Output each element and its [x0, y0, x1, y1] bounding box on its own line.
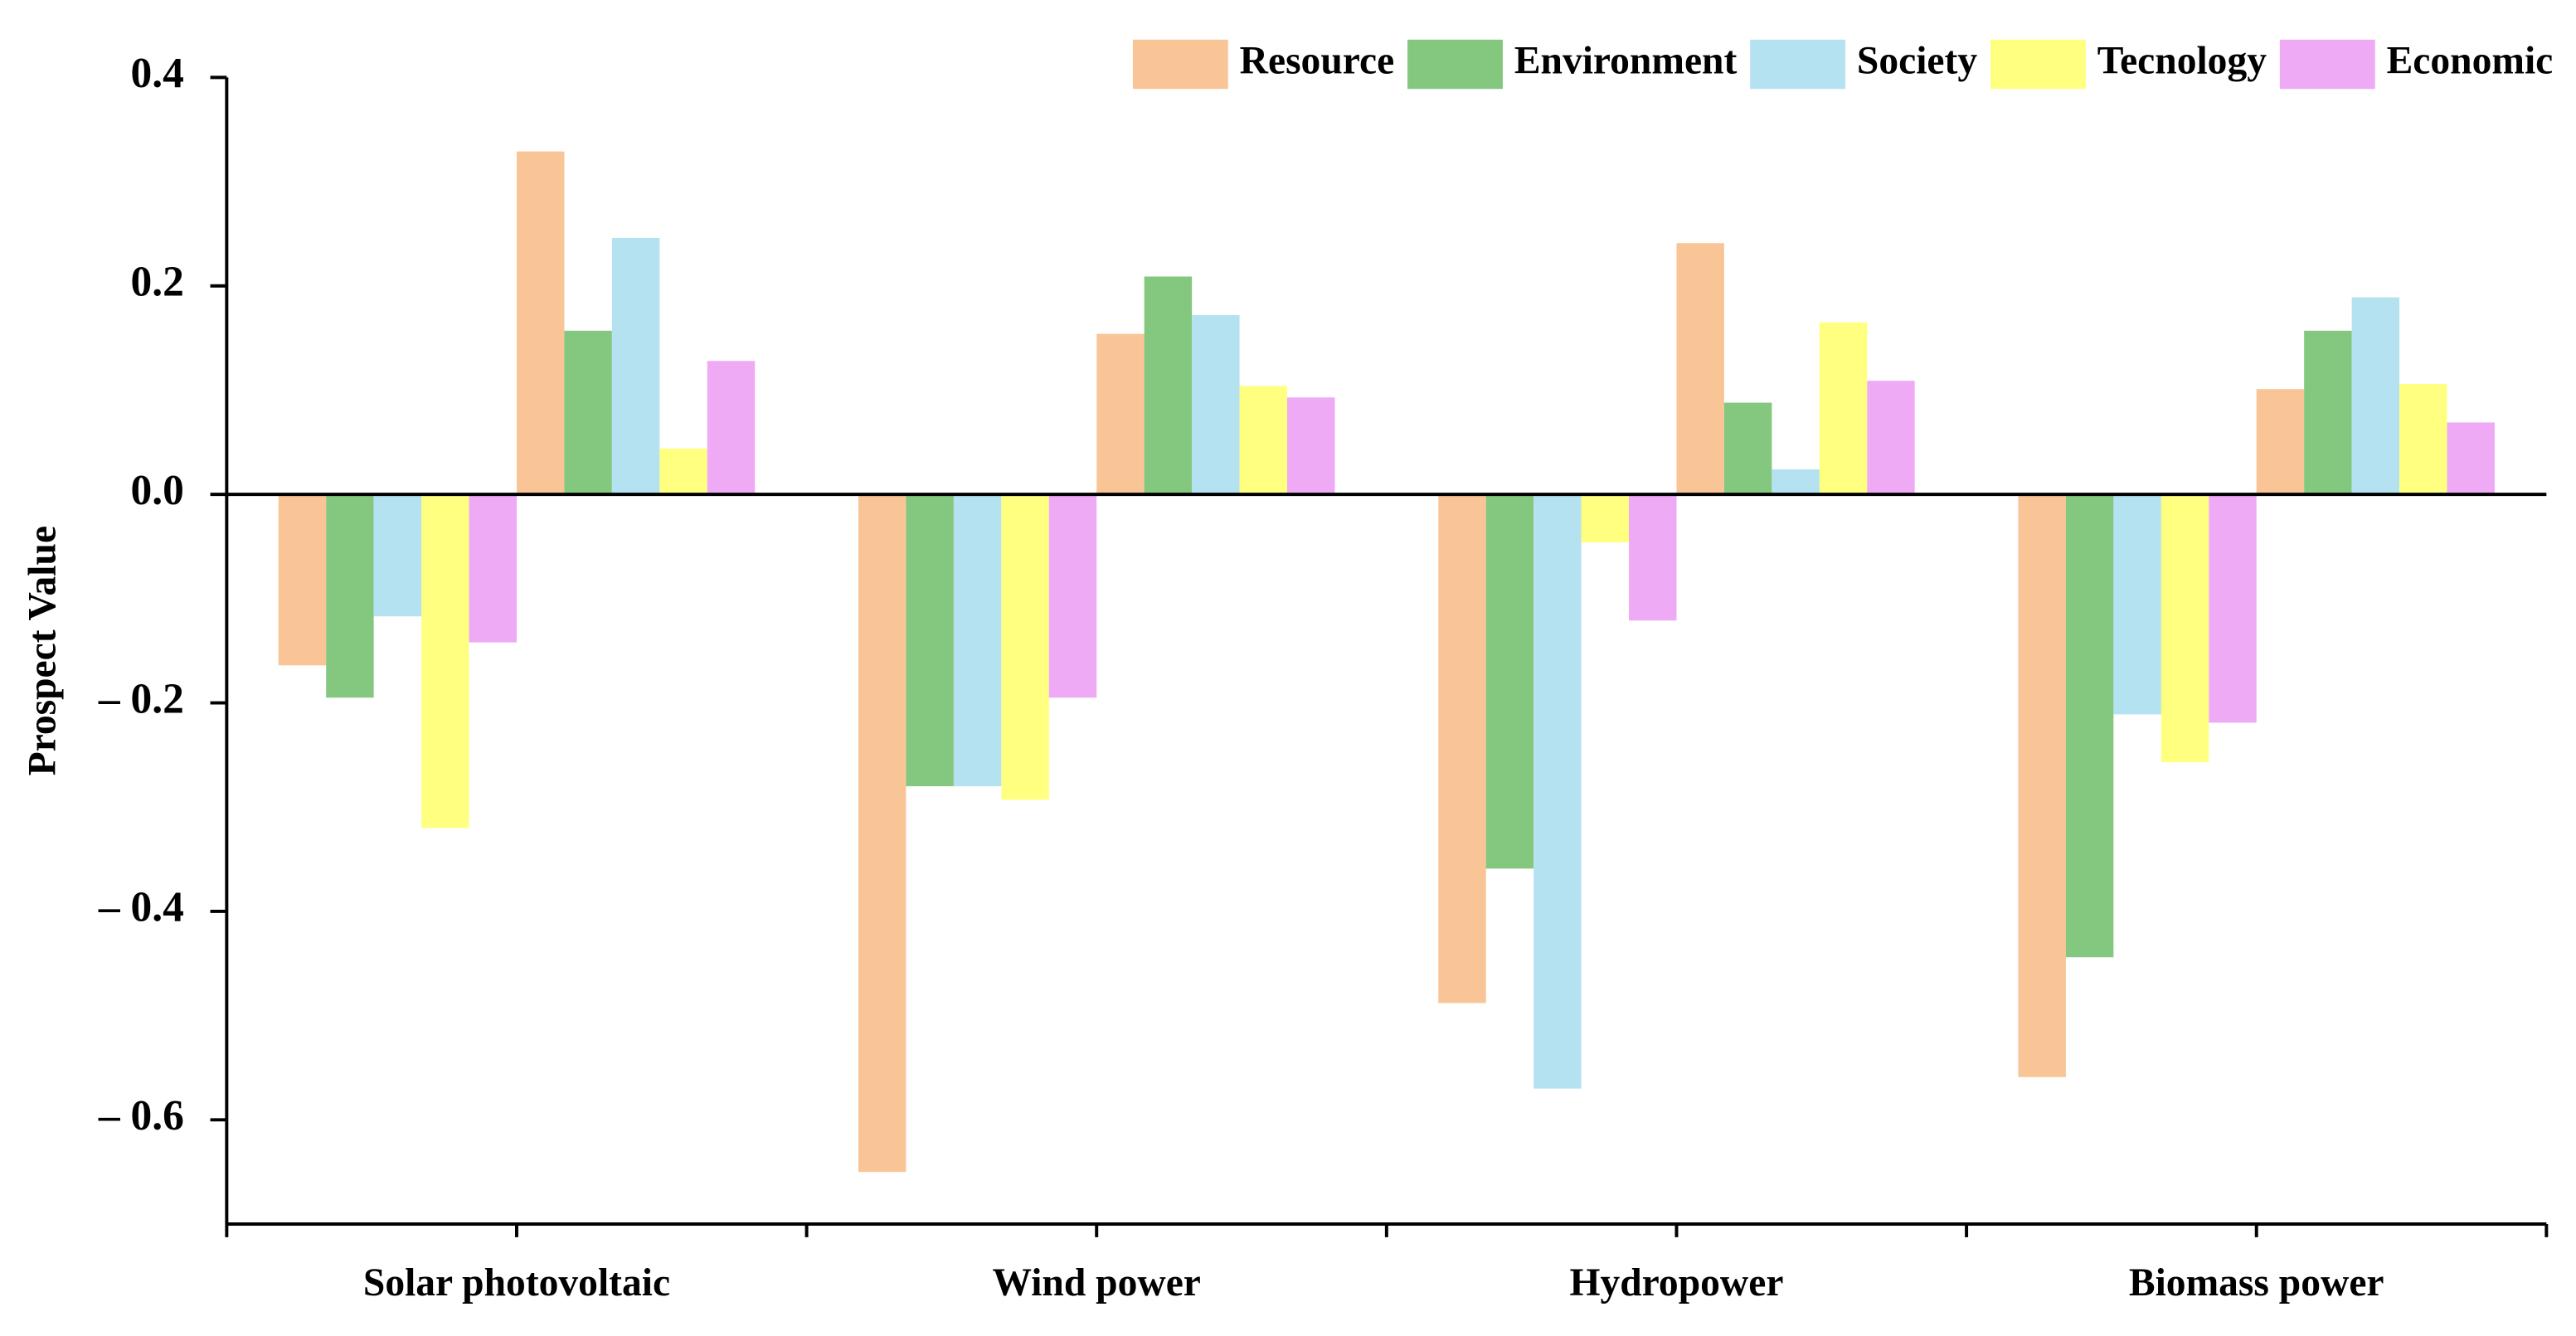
- bar: [906, 494, 954, 787]
- bar: [1001, 494, 1049, 800]
- x-tick-label: Biomass power: [2129, 1261, 2384, 1304]
- legend-swatch: [1407, 39, 1503, 90]
- bar: [326, 494, 374, 698]
- y-tick-label: 0.2: [130, 259, 183, 306]
- bar: [516, 151, 565, 495]
- legend-swatch: [1750, 39, 1846, 90]
- bar: [2399, 383, 2447, 495]
- x-tick-label: Solar photovoltaic: [363, 1261, 670, 1304]
- bar: [1676, 243, 1724, 495]
- bar: [1819, 322, 1868, 495]
- bar: [858, 494, 906, 1173]
- bar: [2256, 389, 2305, 495]
- bar: [2065, 494, 2114, 958]
- legend-label: Resource: [1240, 39, 1395, 82]
- y-axis-title: Prospect Value: [21, 526, 64, 775]
- bar: [1239, 386, 1288, 495]
- bar: [2113, 494, 2161, 715]
- bar: [707, 361, 756, 495]
- legend-swatch: [1132, 39, 1228, 90]
- bar: [2304, 330, 2352, 495]
- bar: [953, 494, 1002, 787]
- legend-label: Environment: [1514, 39, 1738, 82]
- bar: [1192, 314, 1240, 495]
- bar: [659, 448, 707, 495]
- bar: [2447, 422, 2495, 495]
- bar: [1485, 494, 1534, 869]
- bar: [1629, 494, 1677, 621]
- bar: [1144, 276, 1193, 495]
- legend-label: Tecnology: [2097, 39, 2267, 82]
- bar: [2160, 494, 2209, 763]
- legend-swatch: [2279, 39, 2375, 90]
- bar: [373, 494, 422, 617]
- y-tick-label: 0.0: [130, 467, 183, 514]
- bar: [1533, 494, 1582, 1089]
- bar: [278, 494, 327, 666]
- bar: [2018, 494, 2066, 1077]
- legend-label: Economic: [2387, 39, 2554, 82]
- y-tick-label: – 0.2: [98, 675, 184, 722]
- bar: [1723, 402, 1772, 495]
- bar: [2209, 494, 2257, 723]
- y-tick-label: 0.4: [130, 50, 183, 97]
- bar: [611, 237, 660, 495]
- bar: [1096, 333, 1145, 495]
- bar: [1867, 381, 1915, 495]
- legend-label: Society: [1857, 39, 1977, 82]
- bar: [564, 330, 612, 495]
- bar: [2351, 297, 2400, 495]
- bar: [1048, 494, 1097, 698]
- bar: [1438, 494, 1486, 1003]
- y-tick-label: – 0.4: [98, 884, 184, 931]
- bar: [421, 494, 469, 828]
- bar: [469, 494, 517, 643]
- legend-swatch: [1990, 39, 2086, 90]
- bar: [1772, 469, 1820, 495]
- x-tick-label: Hydropower: [1570, 1261, 1784, 1304]
- y-tick-label: – 0.6: [98, 1092, 184, 1139]
- bar: [1581, 494, 1630, 542]
- x-tick-label: Wind power: [993, 1261, 1201, 1304]
- bar: [1287, 397, 1335, 495]
